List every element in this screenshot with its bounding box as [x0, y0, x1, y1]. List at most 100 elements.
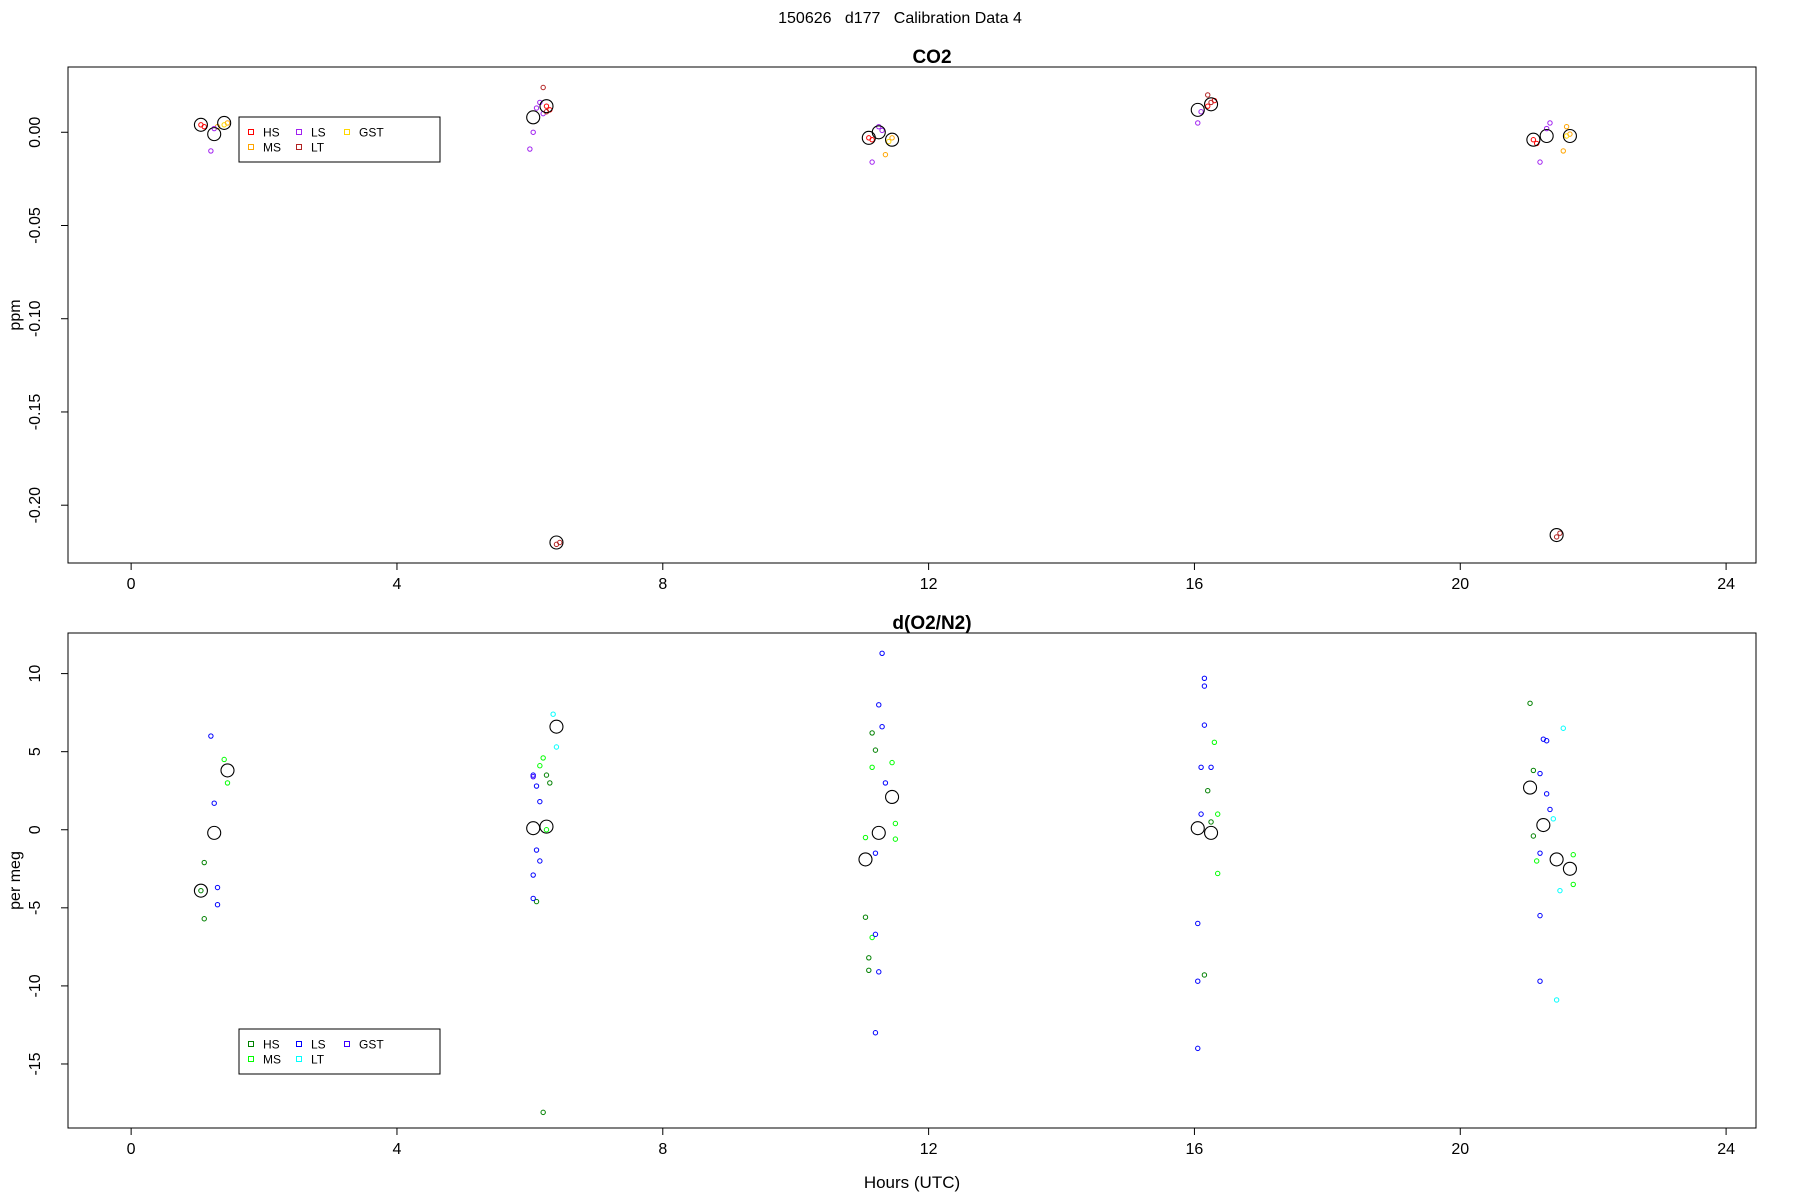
point-lt [1557, 530, 1563, 536]
legend-swatch-ms [248, 1056, 254, 1062]
y-tick-label: -15 [27, 1052, 44, 1075]
point-lt [1550, 816, 1557, 822]
point-ls [876, 969, 882, 975]
legend-swatch-gst [344, 1041, 350, 1047]
point-ms [869, 934, 875, 941]
point-hs [201, 123, 207, 130]
y-tick-label: -10 [27, 974, 44, 997]
point-ms [889, 135, 895, 141]
x-tick-label: 0 [127, 1141, 136, 1158]
mean-marker [549, 535, 564, 550]
mean-marker [193, 117, 208, 132]
point-hs [862, 914, 869, 920]
point-ls [1537, 850, 1543, 856]
point-hs [201, 916, 207, 922]
point-ls [214, 902, 221, 908]
point-ls [879, 650, 885, 656]
point-ms [224, 780, 231, 786]
point-lt [1553, 534, 1560, 540]
mean-marker [1562, 861, 1577, 876]
legend-swatch-hs [248, 129, 254, 135]
mean-marker [1536, 818, 1551, 833]
mean-marker [1549, 852, 1564, 867]
point-ms [1570, 852, 1576, 858]
x-tick-label: 20 [1451, 1141, 1469, 1158]
mean-marker [539, 819, 554, 834]
y-tick-label: -0.15 [27, 394, 44, 431]
mean-marker [220, 763, 235, 778]
legend-label: LT [311, 141, 325, 155]
point-ls [527, 146, 533, 152]
point-ms [892, 820, 899, 827]
point-ls [1537, 912, 1543, 919]
point-ms [540, 755, 546, 761]
point-lt [553, 744, 560, 750]
point-gst [886, 138, 892, 145]
point-ls [1201, 722, 1208, 728]
mean-marker [217, 115, 232, 130]
point-ls [1547, 806, 1553, 813]
legend-label: MS [263, 141, 281, 155]
legend-swatch-gst [344, 129, 350, 135]
point-ls [1537, 770, 1543, 777]
point-hs [543, 103, 550, 109]
point-ms [889, 759, 895, 766]
point-ls [1198, 764, 1204, 770]
point-ls [879, 127, 885, 134]
legend-label: LT [311, 1053, 325, 1067]
x-tick-label: 20 [1451, 576, 1469, 593]
point-lt [550, 711, 556, 717]
y-axis-label: ppm [7, 299, 24, 330]
point-ls [530, 872, 536, 878]
y-tick-label: -0.10 [27, 300, 44, 337]
point-ls [533, 783, 540, 789]
y-tick-label: -0.20 [27, 487, 44, 524]
point-ls [1195, 978, 1201, 984]
y-tick-label: -0.05 [27, 207, 44, 244]
point-ms [862, 834, 869, 841]
point-ls [208, 148, 214, 154]
legend-swatch-hs [248, 1041, 254, 1047]
point-hs [201, 859, 207, 866]
point-hs [866, 955, 872, 961]
point-ls [879, 723, 885, 730]
mean-marker [1526, 132, 1541, 147]
point-ls [872, 850, 879, 856]
point-hs [1205, 788, 1211, 794]
mean-marker [1549, 527, 1564, 543]
point-ms [882, 151, 889, 158]
point-hs [866, 967, 872, 973]
legend-swatch-lt [296, 1056, 302, 1062]
point-ls [530, 129, 536, 135]
legend-swatch-lt [296, 144, 302, 150]
legend-swatch-ms [248, 144, 254, 150]
point-lt [1560, 725, 1566, 731]
point-ls [1201, 683, 1208, 689]
point-ls [876, 123, 882, 130]
point-lt [1557, 887, 1563, 894]
legend-label: LS [311, 126, 326, 140]
mean-marker [549, 719, 564, 734]
point-ms [221, 756, 227, 763]
point-ls [533, 847, 540, 853]
legend-label: GST [359, 126, 384, 140]
legend-label: MS [263, 1053, 281, 1067]
point-hs [1530, 833, 1537, 839]
point-ls [1543, 791, 1550, 797]
x-tick-label: 4 [393, 576, 402, 593]
mean-marker [1204, 825, 1219, 840]
point-ls [530, 895, 536, 902]
point-ls [1195, 920, 1201, 927]
x-tick-label: 12 [920, 1141, 938, 1158]
x-tick-label: 8 [658, 576, 667, 593]
point-gst [530, 773, 536, 780]
mean-marker [885, 789, 900, 805]
point-lt [1208, 99, 1214, 106]
mean-marker [885, 132, 900, 147]
point-ls [1537, 978, 1543, 984]
mean-marker [207, 825, 222, 840]
point-ls [882, 780, 889, 786]
mean-marker [1190, 102, 1205, 117]
point-ls [537, 858, 543, 864]
